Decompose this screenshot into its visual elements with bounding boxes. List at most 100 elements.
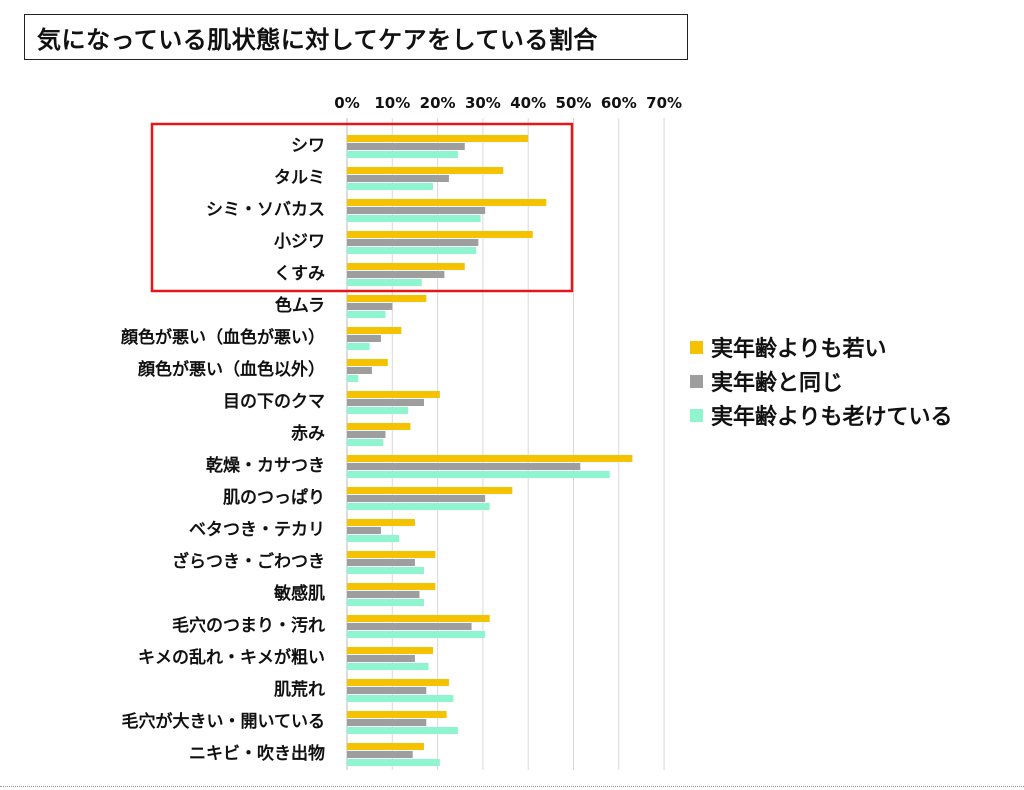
x-tick-label: 40% <box>510 94 546 112</box>
bar <box>347 343 370 350</box>
bar <box>347 303 393 310</box>
bar <box>347 471 610 478</box>
bar <box>347 751 413 758</box>
bar <box>347 455 633 462</box>
bar <box>347 279 422 286</box>
bar <box>347 687 427 694</box>
bar <box>347 535 400 542</box>
bar <box>347 719 427 726</box>
x-tick-label: 50% <box>556 94 592 112</box>
bar <box>347 423 411 430</box>
bar <box>347 519 415 526</box>
bar <box>347 335 381 342</box>
bar <box>347 151 458 158</box>
bar <box>347 495 486 502</box>
category-label: 毛穴のつまり・汚れ <box>172 615 325 636</box>
category-label: ベタつき・テカリ <box>189 520 325 540</box>
x-tick-label: 0% <box>334 94 359 112</box>
legend-label-older: 実年齢よりも老けている <box>711 405 953 430</box>
category-label: キメの乱れ・キメが粗い <box>138 647 325 668</box>
bar <box>347 631 486 638</box>
bar <box>347 551 436 558</box>
bar <box>347 695 454 702</box>
bar <box>347 615 490 622</box>
bar <box>347 591 420 598</box>
bar <box>347 559 415 566</box>
x-tick-label: 70% <box>646 94 682 112</box>
category-label: シミ・ソバカス <box>206 200 325 220</box>
bar <box>347 135 529 142</box>
bar <box>347 207 486 214</box>
bar <box>347 599 425 606</box>
category-label: 敏感肌 <box>273 583 325 604</box>
bar <box>347 247 477 254</box>
bar <box>347 663 429 670</box>
legend-item-younger: 実年齢よりも若い <box>690 330 953 364</box>
legend-label-younger: 実年齢よりも若い <box>711 337 887 362</box>
x-tick-label: 10% <box>374 94 410 112</box>
bar <box>347 215 481 222</box>
bar <box>347 567 425 574</box>
bar <box>347 199 547 206</box>
x-tick-label: 20% <box>420 94 456 112</box>
bar <box>347 175 449 182</box>
category-label: 肌のつっぱり <box>223 487 325 508</box>
legend-swatch-older <box>690 408 703 422</box>
bar <box>347 431 386 438</box>
bar <box>347 143 465 150</box>
bar <box>347 183 434 190</box>
category-label: シワ <box>291 136 325 156</box>
bar <box>347 527 381 534</box>
bar <box>347 327 402 334</box>
bar <box>347 503 490 510</box>
bar <box>347 367 372 374</box>
bar <box>347 311 386 318</box>
chart-title: 気になっている肌状態に対してケアをしている割合 <box>24 14 688 60</box>
bar <box>347 439 384 446</box>
category-label: 小ジワ <box>274 232 325 252</box>
bar <box>347 263 465 270</box>
legend-swatch-same <box>690 374 703 388</box>
bar <box>347 711 447 718</box>
legend-item-older: 実年齢よりも老けている <box>690 398 953 432</box>
category-label: ざらつき・ごわつき <box>172 551 325 572</box>
bar <box>347 295 427 302</box>
category-label: 色ムラ <box>275 295 325 316</box>
x-tick-label: 60% <box>601 94 637 112</box>
category-label: 赤み <box>291 423 325 444</box>
bar <box>347 375 359 382</box>
bar <box>347 167 504 174</box>
category-label: タルミ <box>274 168 325 188</box>
legend: 実年齢よりも若い 実年齢と同じ 実年齢よりも老けている <box>690 330 953 432</box>
bar <box>347 239 479 246</box>
category-label: 毛穴が大きい・開いている <box>122 711 326 732</box>
category-label: くすみ <box>274 264 325 284</box>
bar <box>347 231 533 238</box>
bar <box>347 647 434 654</box>
category-label: 乾燥・カサつき <box>206 455 325 476</box>
category-label: 目の下のクマ <box>223 392 325 412</box>
bar <box>347 623 472 630</box>
bar <box>347 679 449 686</box>
bar <box>347 407 409 414</box>
bar <box>347 655 415 662</box>
bar <box>347 391 440 398</box>
bar <box>347 743 425 750</box>
bar <box>347 463 581 470</box>
bottom-divider <box>0 786 1024 789</box>
category-label: 顔色が悪い（血色以外） <box>137 359 325 380</box>
bar <box>347 487 513 494</box>
bar <box>347 583 436 590</box>
bar <box>347 359 388 366</box>
bar <box>347 727 458 734</box>
bar <box>347 271 445 278</box>
category-label: ニキビ・吹き出物 <box>189 743 325 764</box>
highlight-box <box>150 122 574 293</box>
x-tick-label: 30% <box>465 94 501 112</box>
category-label: 顔色が悪い（血色が悪い） <box>120 327 325 348</box>
bar <box>347 399 425 406</box>
bar <box>347 759 440 766</box>
legend-item-same: 実年齢と同じ <box>690 364 953 398</box>
legend-swatch-younger <box>690 340 703 354</box>
